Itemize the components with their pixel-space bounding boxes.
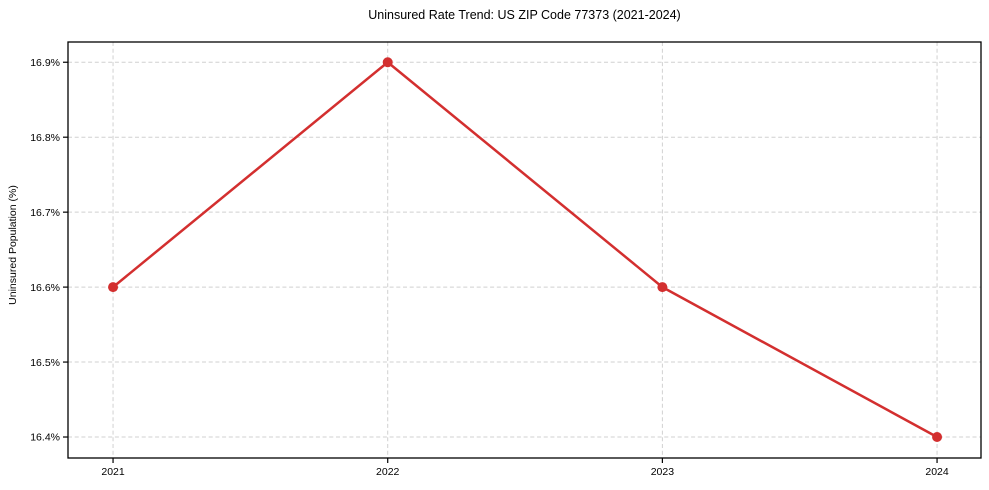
- y-tick-label: 16.4%: [30, 432, 60, 444]
- chart-title: Uninsured Rate Trend: US ZIP Code 77373 …: [368, 8, 681, 22]
- x-tick-label: 2023: [651, 466, 675, 478]
- x-tick-label: 2022: [376, 466, 400, 478]
- y-tick-label: 16.6%: [30, 282, 60, 294]
- y-tick-label: 16.5%: [30, 357, 60, 369]
- x-tick-label: 2021: [101, 466, 125, 478]
- y-tick-label: 16.9%: [30, 57, 60, 69]
- y-tick-label: 16.7%: [30, 207, 60, 219]
- data-point-marker: [108, 282, 119, 293]
- data-point-marker: [382, 57, 393, 68]
- trend-line: [111, 60, 939, 439]
- plot-border: [67, 41, 982, 459]
- x-tick-label: 2024: [925, 466, 949, 478]
- data-point-marker: [657, 282, 668, 293]
- y-tick-label: 16.8%: [30, 132, 60, 144]
- data-point-marker: [932, 432, 943, 443]
